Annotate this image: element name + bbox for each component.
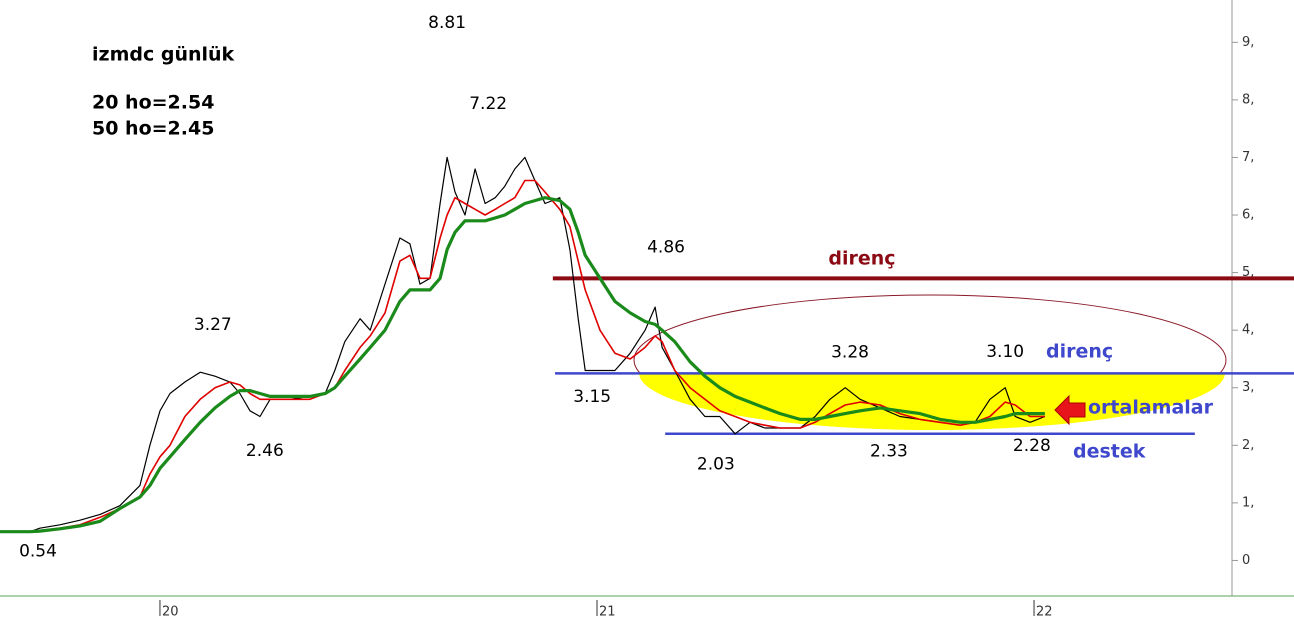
x-tick-label: 21 bbox=[599, 605, 616, 620]
y-tick-label: 4, bbox=[1242, 323, 1254, 338]
legend-entry: 20 ho=2.54 bbox=[92, 92, 214, 114]
annotation: 2.46 bbox=[246, 441, 284, 461]
annotation: 3.10 bbox=[986, 342, 1024, 362]
annotation: 3.28 bbox=[831, 343, 869, 363]
y-tick-label: 5, bbox=[1242, 265, 1254, 280]
x-tick-label: 22 bbox=[1036, 605, 1053, 620]
annotation: 2.03 bbox=[697, 455, 735, 475]
annotation: 7.22 bbox=[469, 94, 507, 114]
annotation: 4.86 bbox=[647, 238, 685, 258]
annotation: 3.27 bbox=[194, 315, 232, 335]
y-tick-label: 8, bbox=[1242, 92, 1254, 107]
chart-title: izmdc günlük bbox=[92, 44, 235, 66]
series-line bbox=[0, 196, 1045, 534]
annotation: 0.54 bbox=[19, 541, 57, 561]
legend-entry: 50 ho=2.45 bbox=[92, 118, 214, 140]
arrow-label: ortalamalar bbox=[1088, 397, 1214, 419]
series-line bbox=[0, 179, 1045, 533]
y-tick-label: 3, bbox=[1242, 380, 1254, 395]
y-tick-label: 1, bbox=[1242, 495, 1254, 510]
y-tick-label: 6, bbox=[1242, 208, 1254, 223]
annotation: 2.33 bbox=[870, 441, 908, 461]
x-tick-label: 20 bbox=[162, 605, 179, 620]
annotation: 2.28 bbox=[1013, 436, 1051, 456]
annotation: 3.15 bbox=[573, 387, 611, 407]
level-label: direnç bbox=[1046, 341, 1113, 363]
annotation: 8.81 bbox=[428, 13, 466, 33]
arrow bbox=[1054, 394, 1086, 426]
y-tick-label: 7, bbox=[1242, 150, 1254, 165]
level-label: destek bbox=[1073, 441, 1146, 463]
y-tick-label: 9, bbox=[1242, 35, 1254, 50]
y-tick-label: 2, bbox=[1242, 438, 1254, 453]
level-label: direnç bbox=[828, 248, 895, 270]
y-tick-label: 0 bbox=[1242, 553, 1250, 568]
series-line bbox=[0, 156, 1046, 533]
